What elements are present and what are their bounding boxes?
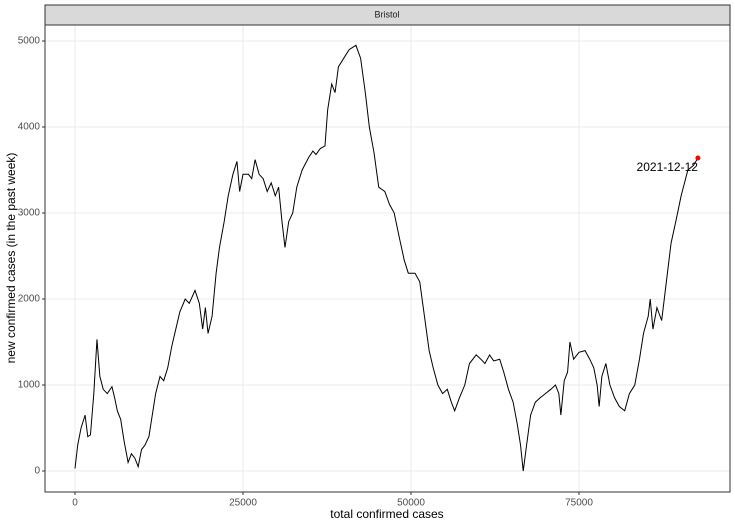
panel-border — [44, 24, 731, 493]
x-tick-label: 50000 — [397, 498, 425, 509]
y-axis-title: new confirmed cases (in the past week) — [4, 153, 18, 364]
y-tick-label: 5000 — [18, 36, 41, 47]
y-tick-label: 3000 — [18, 208, 41, 219]
x-tick-label: 75000 — [565, 498, 593, 509]
x-tick-label: 0 — [72, 498, 78, 509]
highlight-point — [695, 155, 701, 161]
x-tick-label: 25000 — [229, 498, 257, 509]
y-tick-label: 2000 — [18, 294, 41, 305]
strip-label: Bristol — [374, 9, 399, 19]
highlight-label: 2021-12-12 — [637, 160, 699, 174]
data-line — [74, 44, 699, 472]
y-tick-label: 4000 — [18, 122, 41, 133]
x-axis-title: total confirmed cases — [330, 507, 443, 521]
y-tick-label: 1000 — [18, 380, 41, 391]
y-tick-label: 0 — [34, 466, 40, 477]
